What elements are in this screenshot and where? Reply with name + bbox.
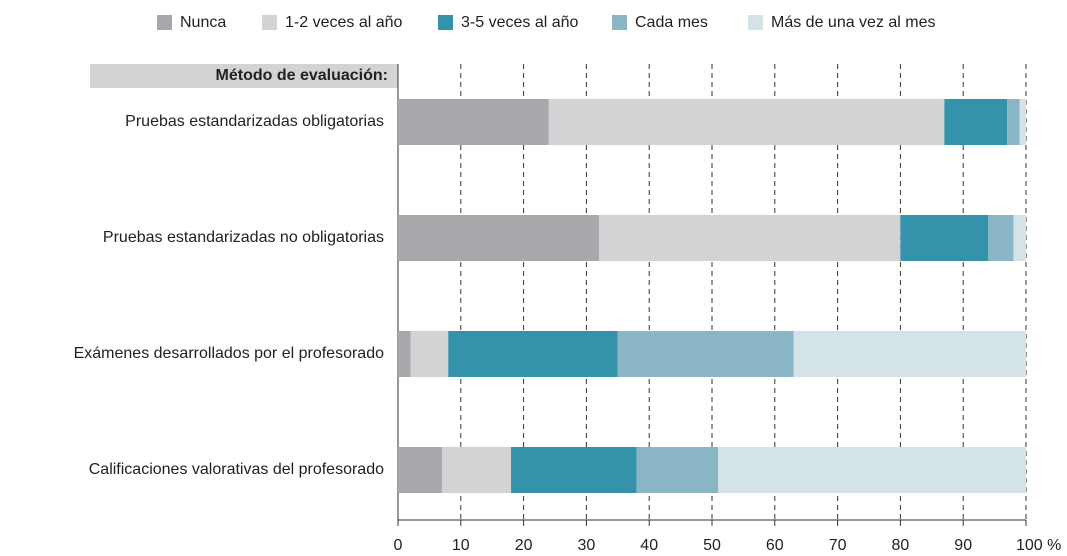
bar-segment bbox=[1019, 99, 1026, 145]
bar-segment bbox=[944, 99, 1008, 145]
bar-segment bbox=[441, 447, 512, 493]
legend-swatch bbox=[262, 15, 277, 30]
x-tick-label: 90 bbox=[954, 537, 972, 554]
legend-label: 3-5 veces al año bbox=[461, 14, 579, 31]
x-tick-label: 40 bbox=[640, 537, 658, 554]
y-tick-label: Exámenes desarrollados por el profesorad… bbox=[74, 345, 385, 362]
x-tick-label: 20 bbox=[515, 537, 533, 554]
bar-segment bbox=[617, 331, 794, 377]
legend-swatch bbox=[157, 15, 172, 30]
y-tick-label: Calificaciones valorativas del profesora… bbox=[89, 461, 384, 478]
bar-segment bbox=[988, 215, 1014, 261]
legend-swatch bbox=[748, 15, 763, 30]
legend-swatch bbox=[438, 15, 453, 30]
bar-segment bbox=[1007, 99, 1020, 145]
y-tick-label: Pruebas estandarizadas no obligatorias bbox=[103, 229, 384, 246]
bar-segment bbox=[410, 331, 449, 377]
legend-label: Nunca bbox=[180, 14, 226, 31]
x-tick-label: 10 bbox=[452, 537, 470, 554]
x-tick-label: 100 % bbox=[1016, 537, 1061, 554]
y-tick-label: Pruebas estandarizadas obligatorias bbox=[125, 113, 384, 130]
legend-label: 1-2 veces al año bbox=[285, 14, 403, 31]
legend-swatch bbox=[612, 15, 627, 30]
y-axis-label: Método de evaluación: bbox=[216, 67, 388, 84]
bar-segment bbox=[1013, 215, 1026, 261]
bar-segment bbox=[398, 99, 549, 145]
axis-label-band bbox=[90, 64, 398, 88]
bar-segment bbox=[448, 331, 618, 377]
x-tick-label: 30 bbox=[578, 537, 596, 554]
bar-segment bbox=[636, 447, 719, 493]
x-tick-label: 60 bbox=[766, 537, 784, 554]
bar-segment bbox=[398, 215, 599, 261]
x-tick-label: 50 bbox=[703, 537, 721, 554]
bar-segment bbox=[548, 99, 945, 145]
bar-segment bbox=[718, 447, 1026, 493]
bar-segment bbox=[398, 447, 442, 493]
bar-segment bbox=[793, 331, 1026, 377]
bar-segment bbox=[900, 215, 989, 261]
x-tick-label: 0 bbox=[394, 537, 403, 554]
x-tick-label: 80 bbox=[892, 537, 910, 554]
bar-segment bbox=[511, 447, 637, 493]
legend-label: Cada mes bbox=[635, 14, 708, 31]
bar-segment bbox=[598, 215, 901, 261]
bar-segment bbox=[398, 331, 411, 377]
legend-label: Más de una vez al mes bbox=[771, 14, 936, 31]
x-tick-label: 70 bbox=[829, 537, 847, 554]
